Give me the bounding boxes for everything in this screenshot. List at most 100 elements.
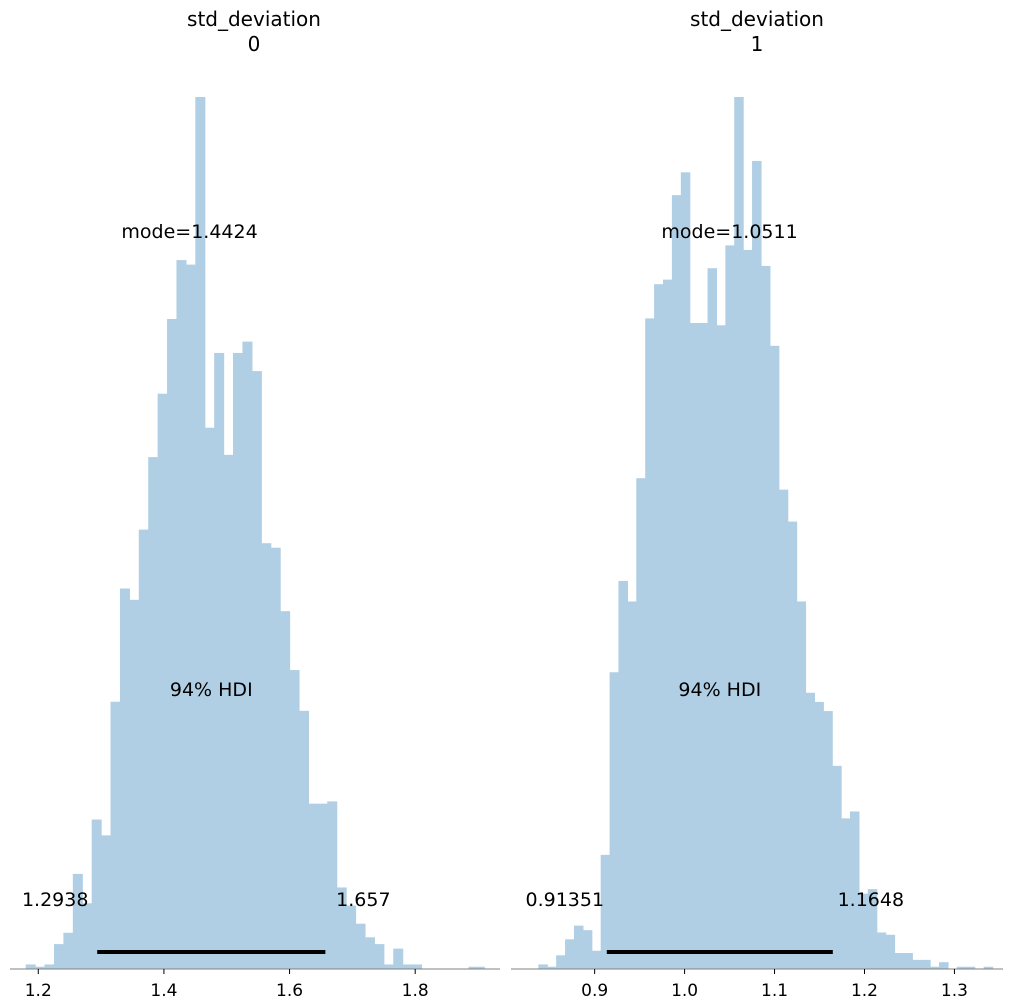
histogram-bar (185, 264, 196, 969)
histogram-bar (82, 903, 93, 969)
panel-title: std_deviation (187, 7, 321, 31)
histogram-bar (308, 803, 319, 969)
histogram-bar (805, 692, 815, 969)
x-tick-label: 1.4 (150, 981, 177, 1001)
histogram-bar (778, 489, 789, 969)
mode-label: mode=1.0511 (661, 221, 797, 243)
panel-title: std_deviation (690, 7, 824, 31)
histogram-bar (939, 962, 949, 969)
histogram-bar (814, 701, 824, 969)
histogram-bar (965, 966, 976, 969)
histogram-bar (270, 547, 281, 969)
histogram-bar (618, 580, 628, 969)
histogram-bar (858, 893, 869, 969)
histogram-bar (600, 854, 611, 969)
hdi-low-label: 0.91351 (526, 889, 605, 911)
histogram-bar (671, 195, 682, 969)
histogram-bar (787, 521, 798, 969)
histogram-bar (823, 711, 833, 969)
histogram-bar (876, 932, 887, 969)
histogram-bar (223, 454, 234, 969)
histogram-bar (91, 819, 102, 969)
hdi-low-label: 1.2938 (22, 889, 88, 911)
histogram-bar (636, 478, 646, 969)
histogram-bar (157, 393, 168, 970)
histogram-bar (251, 371, 262, 969)
panel-subtitle: 1 (751, 32, 764, 56)
histogram-bar (760, 265, 771, 969)
histogram-bar (609, 672, 620, 969)
histogram-bar (289, 670, 300, 969)
x-tick-label: 1.2 (851, 981, 878, 1001)
histogram-bar (547, 966, 557, 969)
histogram-bar (663, 279, 673, 969)
histogram-bar (556, 955, 566, 969)
histogram-bar (716, 325, 726, 969)
histogram-bar (689, 322, 700, 969)
histogram-bar (402, 964, 413, 969)
histogram-bar (468, 966, 485, 969)
histogram-bar (565, 939, 575, 969)
histogram-bar (317, 803, 328, 969)
histogram-bar (176, 260, 187, 970)
histogram-bar (355, 923, 366, 969)
x-tick-label: 1.3 (941, 981, 968, 1001)
histogram-bar (743, 249, 753, 969)
histogram-bar (35, 966, 46, 969)
histogram-bar (850, 811, 860, 969)
histogram-bar (195, 97, 206, 969)
histogram-bar (346, 905, 357, 969)
histogram-bar (261, 543, 272, 969)
histogram-bar (148, 457, 159, 969)
histogram-bar (101, 835, 112, 969)
hdi-high-label: 1.1648 (838, 889, 904, 911)
posterior-panel-0: std_deviation 0 1.2 1.4 1.6 1.8 mode=1.4424… (10, 7, 500, 1001)
histogram-bar (983, 966, 994, 969)
histogram-bar (627, 601, 637, 969)
hdi-label: 94% HDI (678, 679, 761, 701)
histogram-bar (752, 160, 762, 970)
histogram-bar (233, 352, 244, 969)
x-axis-ticks: 1.2 1.4 1.6 1.8 (25, 969, 429, 1001)
histogram-bar (573, 925, 584, 969)
x-axis-ticks: 0.9 1.0 1.1 1.2 1.3 (581, 969, 968, 1001)
hdi-high-label: 1.657 (336, 889, 390, 911)
x-tick-label: 1.2 (25, 981, 52, 1001)
histogram-bar (680, 172, 691, 969)
histogram-bar (53, 944, 64, 969)
histogram-bar (336, 887, 347, 969)
histogram-bar (129, 599, 140, 969)
histogram-bar (912, 959, 922, 969)
histogram-bar (110, 701, 121, 969)
histogram-bar (138, 529, 149, 969)
histogram-bar (921, 959, 931, 969)
histogram-bar (832, 765, 842, 969)
x-tick-label: 1.8 (402, 981, 429, 1001)
histogram-bar (707, 268, 718, 969)
histogram-bar (645, 318, 655, 969)
histogram-bar (903, 953, 913, 969)
histogram-bar (327, 801, 338, 969)
histogram-bar (393, 948, 404, 969)
histogram-bar (867, 889, 878, 969)
histogram-bar (383, 964, 394, 969)
histogram-bar (63, 932, 74, 969)
histogram-bar (214, 352, 225, 969)
histogram-bar (725, 245, 735, 969)
mode-label: mode=1.4424 (121, 221, 257, 243)
histogram-bar (298, 710, 309, 969)
histogram-bar (364, 937, 375, 969)
histogram-bar (734, 97, 744, 969)
histogram-bar (582, 930, 593, 969)
histogram-bar (654, 284, 664, 969)
x-tick-label: 0.9 (581, 981, 608, 1001)
histogram-bar (841, 818, 851, 969)
histogram-bar (204, 427, 215, 969)
x-tick-label: 1.6 (276, 981, 303, 1001)
histogram-bar (538, 964, 548, 969)
histogram-bar (280, 611, 291, 969)
histogram-bar (894, 953, 905, 969)
histogram-bar (769, 345, 780, 969)
histogram-bar (72, 873, 83, 969)
histogram-bars (25, 97, 485, 970)
